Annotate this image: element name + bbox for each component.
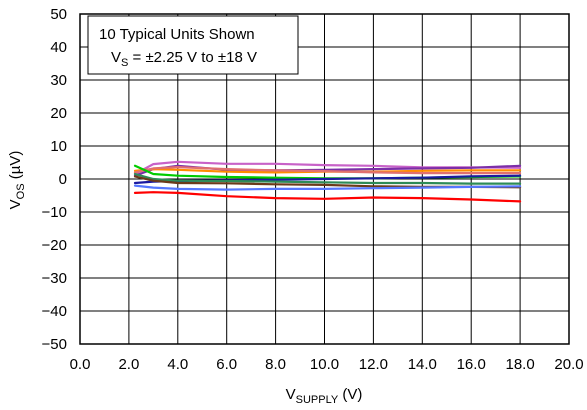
x-tick-label-5: 10.0 [310, 356, 339, 373]
y-tick-label-5: 0 [59, 171, 67, 188]
x-tick-label-3: 6.0 [216, 356, 237, 373]
y-tick-label-1: 40 [50, 39, 67, 56]
annotation-box: 10 Typical Units Shown VS = ±2.25 V to ±… [87, 15, 299, 75]
y-tick-label-2: 30 [50, 72, 67, 89]
x-tick-label-10: 20.0 [554, 356, 583, 373]
annotation-line-1: 10 Typical Units Shown [99, 26, 255, 43]
y-tick-label-9: −40 [42, 303, 67, 320]
x-tick-label-2: 4.0 [167, 356, 188, 373]
y-tick-label-0: 50 [50, 6, 67, 23]
x-tick-labels: 0.0 2.0 4.0 6.0 8.0 10.0 12.0 14.0 16.0 18.0 20.0 [70, 356, 584, 373]
annotation-frame [87, 15, 299, 75]
series-line-3 [133, 166, 522, 175]
series-line-9 [133, 191, 522, 203]
y-tick-label-4: 10 [50, 138, 67, 155]
y-tick-label-10: −50 [42, 336, 67, 353]
x-tick-label-9: 18.0 [505, 356, 534, 373]
series-line-2 [133, 168, 522, 174]
series-layer [133, 160, 522, 203]
x-tick-label-8: 16.0 [457, 356, 486, 373]
x-tick-label-0: 0.0 [70, 356, 91, 373]
x-tick-label-6: 12.0 [359, 356, 388, 373]
y-tick-label-6: −10 [42, 204, 67, 221]
x-tick-label-7: 14.0 [408, 356, 437, 373]
y-tick-labels: 50 40 30 20 10 0 −10 −20 −30 −40 −50 [42, 6, 67, 353]
y-tick-label-3: 20 [50, 105, 67, 122]
plot-frame [79, 13, 570, 345]
x-axis-label: VSUPPLY (V) [286, 386, 363, 406]
y-axis-label: VOS (µV) [7, 151, 27, 210]
annotation-line-2: VS = ±2.25 V to ±18 V [111, 49, 257, 69]
x-tick-label-4: 8.0 [265, 356, 286, 373]
series-line-8 [133, 184, 522, 191]
series-line-6 [133, 172, 522, 185]
y-tick-label-7: −20 [42, 237, 67, 254]
x-tick-label-1: 2.0 [118, 356, 139, 373]
y-tick-label-8: −30 [42, 270, 67, 287]
